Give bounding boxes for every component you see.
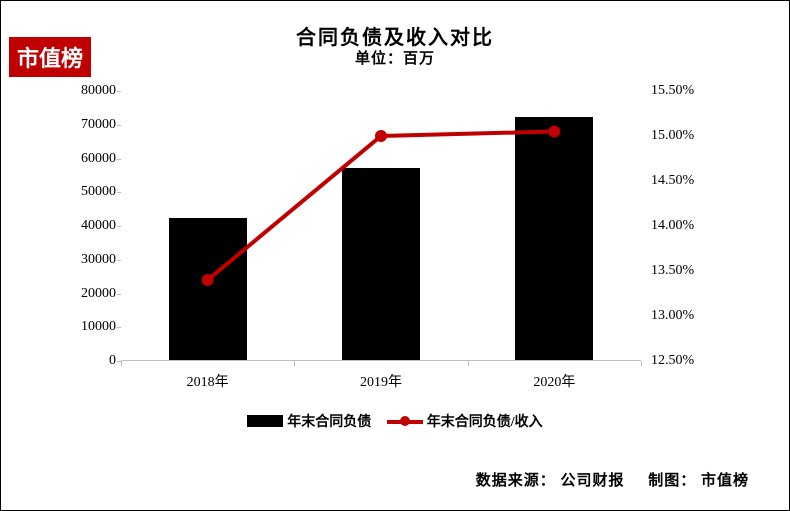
y1-tick [117, 91, 121, 92]
y1-tick-label: 0 [71, 353, 116, 369]
source-label: 数据来源： [476, 473, 556, 489]
y2-tick-label: 14.00% [651, 218, 711, 234]
x-tick [641, 361, 642, 366]
line-path [208, 132, 555, 281]
x-tick-label: 2019年 [360, 371, 402, 391]
y1-tick-label: 70000 [71, 117, 116, 133]
y1-tick-label: 10000 [71, 319, 116, 335]
line-layer [121, 91, 641, 361]
y1-tick-label: 50000 [71, 184, 116, 200]
y1-tick-label: 20000 [71, 286, 116, 302]
chart-title: 合同负债及收入对比 [1, 21, 789, 50]
legend-label-bar: 年末合同负债 [287, 411, 371, 431]
y1-tick-label: 30000 [71, 252, 116, 268]
y1-tick [117, 159, 121, 160]
y2-tick-label: 13.50% [651, 263, 711, 279]
chart-container: 市值榜 合同负债及收入对比 单位：百万 0 10000 20000 30000 4000… [0, 0, 790, 511]
chart-subtitle: 单位：百万 [1, 47, 789, 68]
x-tick [468, 361, 469, 366]
footer: 数据来源： 公司财报 制图： 市值榜 [476, 469, 749, 490]
y2-tick-label: 15.00% [651, 128, 711, 144]
legend-item-bar: 年末合同负债 [247, 411, 371, 431]
credit-value: 市值榜 [701, 473, 749, 489]
y2-tick-label: 12.50% [651, 353, 711, 369]
y1-tick-label: 60000 [71, 151, 116, 167]
y1-tick [117, 294, 121, 295]
y1-tick [117, 260, 121, 261]
x-tick [294, 361, 295, 366]
y1-tick [117, 125, 121, 126]
legend-swatch-bar [247, 415, 283, 427]
legend-swatch-line [387, 415, 423, 427]
plot-region: 0 10000 20000 30000 40000 50000 60000 70000 8000… [71, 81, 711, 391]
y1-tick-label: 40000 [71, 218, 116, 234]
y2-tick-label: 15.50% [651, 83, 711, 99]
x-tick [121, 361, 122, 366]
line-marker [202, 274, 214, 286]
legend-label-line: 年末合同负债/收入 [427, 411, 543, 431]
source-value: 公司财报 [560, 473, 624, 489]
line-marker [375, 130, 387, 142]
x-tick-label: 2020年 [533, 371, 575, 391]
y1-tick [117, 226, 121, 227]
y1-tick [117, 192, 121, 193]
credit-label: 制图： [648, 473, 696, 489]
line-marker [548, 126, 560, 138]
y2-tick-label: 14.50% [651, 173, 711, 189]
y1-tick-label: 80000 [71, 83, 116, 99]
y2-tick-label: 13.00% [651, 308, 711, 324]
x-tick-label: 2018年 [187, 371, 229, 391]
legend-item-line: 年末合同负债/收入 [387, 411, 543, 431]
legend: 年末合同负债 年末合同负债/收入 [1, 411, 789, 432]
y1-tick [117, 327, 121, 328]
